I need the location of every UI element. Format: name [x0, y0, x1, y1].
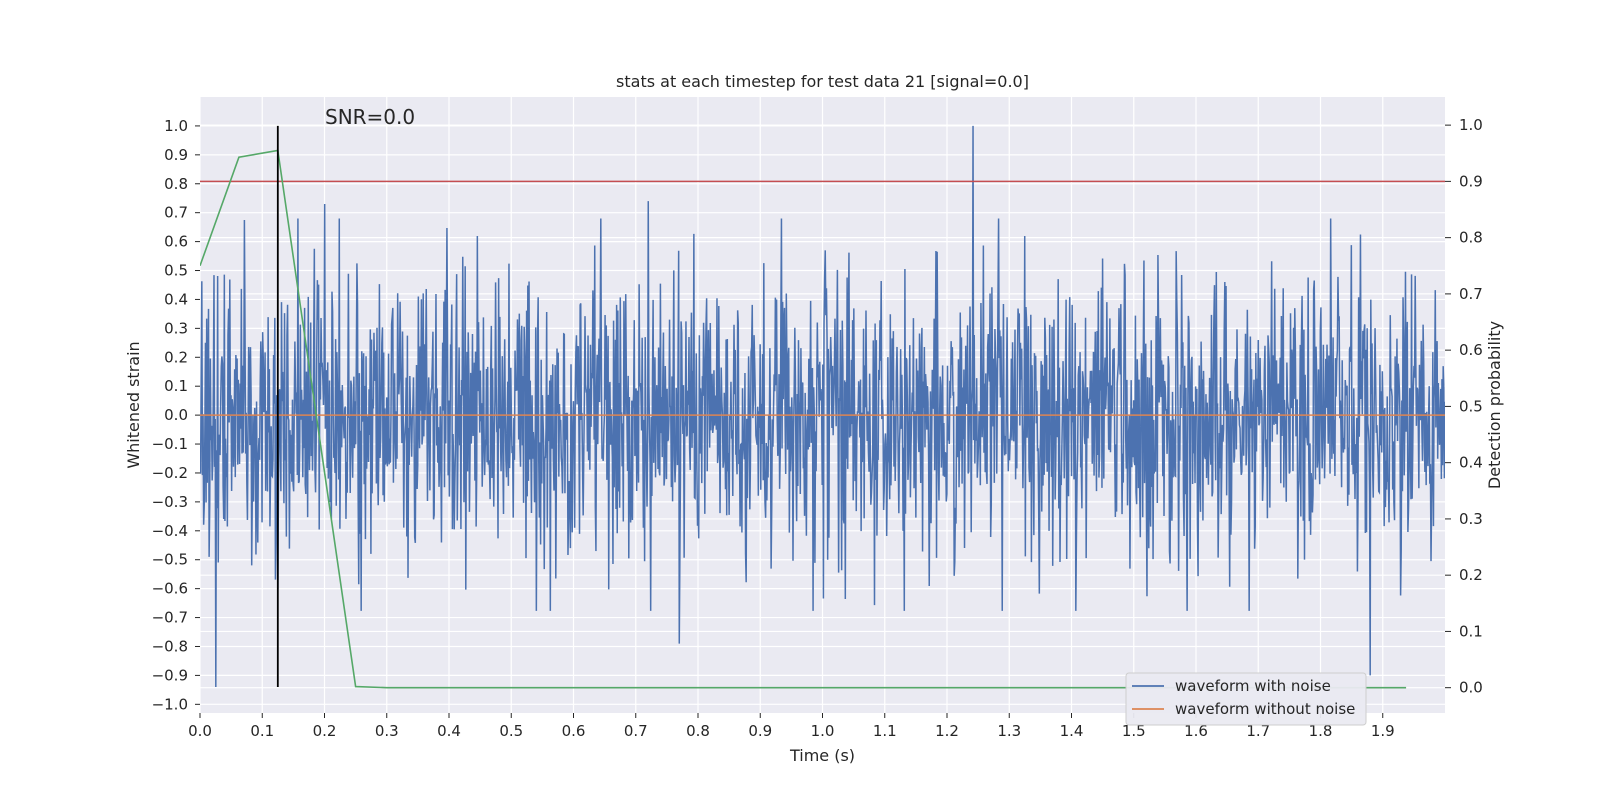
- y-axis-label-right: Detection probability: [1485, 321, 1504, 489]
- x-tick-label: 1.4: [1060, 722, 1084, 740]
- y-tick-label-right: 0.3: [1459, 510, 1483, 528]
- y-tick-label-left: 0.1: [164, 377, 188, 395]
- snr-annotation: SNR=0.0: [325, 105, 415, 129]
- x-tick-label: 1.6: [1184, 722, 1208, 740]
- y-tick-label-right: 0.5: [1459, 397, 1483, 415]
- y-tick-label-left: 0.6: [164, 233, 188, 251]
- x-tick-label: 0.6: [562, 722, 586, 740]
- y-tick-label-left: −1.0: [152, 695, 188, 713]
- x-tick-label: 1.3: [997, 722, 1021, 740]
- y-tick-label-left: −0.8: [152, 637, 188, 655]
- x-tick-label: 0.1: [250, 722, 274, 740]
- x-tick-label: 1.0: [811, 722, 835, 740]
- x-tick-label: 1.5: [1122, 722, 1146, 740]
- y-tick-label-right: 1.0: [1459, 116, 1483, 134]
- x-tick-label: 1.2: [935, 722, 959, 740]
- y-tick-label-left: −0.5: [152, 551, 188, 569]
- y-tick-label-right: 0.8: [1459, 229, 1483, 247]
- y-tick-label-left: 0.9: [164, 146, 188, 164]
- y-tick-label-right: 0.0: [1459, 679, 1483, 697]
- x-tick-label: 0.8: [686, 722, 710, 740]
- legend: waveform with noise waveform without nois…: [1125, 672, 1367, 726]
- y-tick-label-right: 0.9: [1459, 172, 1483, 190]
- series-waveform-with-noise: [200, 125, 1445, 687]
- y-tick-label-left: −0.1: [152, 435, 188, 453]
- y-tick-label-left: 0.8: [164, 175, 188, 193]
- legend-label: waveform with noise: [1175, 677, 1331, 695]
- y-tick-label-left: −0.4: [152, 522, 188, 540]
- y-tick-label-left: −0.2: [152, 464, 188, 482]
- y-tick-label-left: 0.5: [164, 262, 188, 280]
- x-axis-label: Time (s): [789, 746, 855, 765]
- x-tick-label: 0.7: [624, 722, 648, 740]
- x-tick-label: 1.1: [873, 722, 897, 740]
- x-tick-label: 0.5: [499, 722, 523, 740]
- x-tick-label: 0.4: [437, 722, 461, 740]
- y-tick-label-left: 0.2: [164, 348, 188, 366]
- y-tick-label-left: 0.0: [164, 406, 188, 424]
- x-tick-label: 0.0: [188, 722, 212, 740]
- y-tick-label-left: 1.0: [164, 117, 188, 135]
- series-detection-probability: [200, 149, 1407, 689]
- y-tick-label-left: −0.3: [152, 493, 188, 511]
- legend-label: waveform without noise: [1175, 700, 1355, 718]
- y-tick-label-right: 0.2: [1459, 566, 1483, 584]
- x-tick-label: 0.2: [313, 722, 337, 740]
- y-axis-label-left: Whitened strain: [124, 341, 143, 468]
- y-tick-label-left: 0.3: [164, 319, 188, 337]
- x-tick-label: 0.9: [748, 722, 772, 740]
- x-tick-label: 1.9: [1371, 722, 1395, 740]
- chart-title: stats at each timestep for test data 21 …: [616, 72, 1029, 91]
- y-tick-label-left: −0.9: [152, 666, 188, 684]
- y-tick-label-right: 0.7: [1459, 285, 1483, 303]
- y-tick-label-left: −0.7: [152, 609, 188, 627]
- y-tick-label-left: −0.6: [152, 580, 188, 598]
- y-tick-label-left: 0.7: [164, 204, 188, 222]
- x-tick-label: 0.3: [375, 722, 399, 740]
- y-tick-label-right: 0.4: [1459, 454, 1483, 472]
- y-tick-label-right: 0.6: [1459, 341, 1483, 359]
- y-tick-label-left: 0.4: [164, 290, 188, 308]
- y-tick-label-right: 0.1: [1459, 622, 1483, 640]
- legend-box: [1125, 672, 1367, 726]
- x-tick-label: 1.8: [1309, 722, 1333, 740]
- x-tick-label: 1.7: [1246, 722, 1270, 740]
